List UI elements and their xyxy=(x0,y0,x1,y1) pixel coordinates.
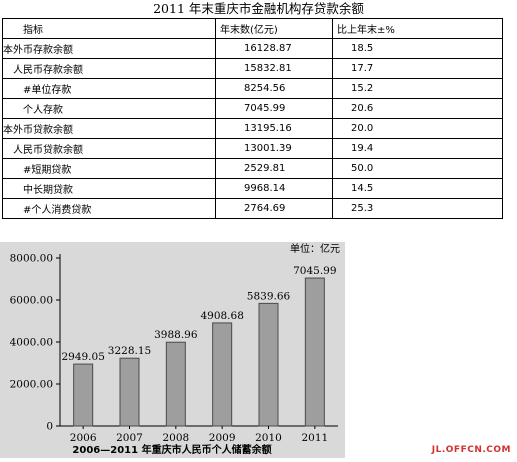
bar xyxy=(258,302,279,427)
chart-container: 0 2000.00 4000.00 6000.00 8000.00 单位：亿元 2949.0… xyxy=(0,242,345,458)
y-tick-label: 6000.00 xyxy=(10,295,53,307)
table-row: 人民币贷款余额 13001.39 19.4 xyxy=(2,138,503,159)
row-value: 9968.14 xyxy=(215,178,333,199)
row-label: 本外币贷款余额 xyxy=(2,118,216,139)
table-header-cell: 年末数(亿元) xyxy=(215,18,333,39)
bar xyxy=(165,341,186,427)
row-value: 16128.87 xyxy=(215,38,333,59)
row-change: 50.0 xyxy=(332,158,503,179)
x-tick-label: 2010 xyxy=(255,432,282,444)
table-row: 中长期贷款 9968.14 14.5 xyxy=(2,178,503,199)
row-value: 15832.81 xyxy=(215,58,333,79)
bar-value-label: 3228.15 xyxy=(108,345,151,357)
row-change: 20.6 xyxy=(332,98,503,119)
bar xyxy=(304,277,325,427)
watermark: JL.OFFCN.COM xyxy=(431,445,511,455)
row-value: 7045.99 xyxy=(215,98,333,119)
savings-bar-chart: 0 2000.00 4000.00 6000.00 8000.00 单位：亿元 2949.0… xyxy=(10,242,340,456)
y-tick-label: 2000.00 xyxy=(10,379,53,391)
table-header-cell: 比上年末±% xyxy=(332,18,503,39)
chart-unit-label: 单位：亿元 xyxy=(290,242,340,255)
row-change: 18.5 xyxy=(332,38,503,59)
x-tick-label: 2011 xyxy=(301,432,328,444)
row-label: 人民币存款余额 xyxy=(2,58,216,79)
x-tick-label: 2008 xyxy=(162,432,189,444)
bar-value-label: 3988.96 xyxy=(154,329,198,341)
row-change: 17.7 xyxy=(332,58,503,79)
deposit-loan-table: 指标 年末数(亿元) 比上年末±% 本外币存款余额 16128.87 18.5 人民币存款余… xyxy=(2,18,503,219)
x-tick-label: 2007 xyxy=(116,432,143,444)
row-value: 2529.81 xyxy=(215,158,333,179)
y-tick-label: 8000.00 xyxy=(10,253,53,265)
y-tick-label: 0 xyxy=(46,421,53,433)
row-label: #短期贷款 xyxy=(2,158,216,179)
bar xyxy=(119,357,140,427)
row-change: 14.5 xyxy=(332,178,503,199)
row-change: 20.0 xyxy=(332,118,503,139)
table-row: 本外币存款余额 16128.87 18.5 xyxy=(2,38,503,59)
table-row: #单位存款 8254.56 15.2 xyxy=(2,78,503,99)
row-value: 2764.69 xyxy=(215,198,333,219)
row-change: 25.3 xyxy=(332,198,503,219)
row-label: 中长期贷款 xyxy=(2,178,216,199)
table-row: #个人消费贷款 2764.69 25.3 xyxy=(2,198,503,219)
table-row: 本外币贷款余额 13195.16 20.0 xyxy=(2,118,503,139)
table-row: 个人存款 7045.99 20.6 xyxy=(2,98,503,119)
table-header-cell: 指标 xyxy=(2,18,216,39)
x-tick-label: 2006 xyxy=(70,432,97,444)
row-value: 8254.56 xyxy=(215,78,333,99)
x-tick-label: 2009 xyxy=(209,432,236,444)
row-change: 19.4 xyxy=(332,138,503,159)
document-title: 2011 年末重庆市金融机构存贷款余额 xyxy=(153,1,364,16)
chart-title: 2006—2011 年重庆市人民币个人储蓄余额 xyxy=(72,443,271,456)
row-label: #个人消费贷款 xyxy=(2,198,216,219)
y-tick-label: 4000.00 xyxy=(10,337,53,349)
table-row: 人民币存款余额 15832.81 17.7 xyxy=(2,58,503,79)
row-value: 13195.16 xyxy=(215,118,333,139)
bar-value-label: 7045.99 xyxy=(293,265,336,277)
table-row: #短期贷款 2529.81 50.0 xyxy=(2,158,503,179)
row-label: 人民币贷款余额 xyxy=(2,138,216,159)
bar-value-label: 2949.05 xyxy=(61,351,104,363)
bar-value-label: 4908.68 xyxy=(200,310,243,322)
row-value: 13001.39 xyxy=(215,138,333,159)
row-label: #单位存款 xyxy=(2,78,216,99)
row-change: 15.2 xyxy=(332,78,503,99)
bar xyxy=(212,322,233,427)
bar-value-label: 5839.66 xyxy=(247,290,291,302)
bar xyxy=(73,363,94,427)
row-label: 个人存款 xyxy=(2,98,216,119)
row-label: 本外币存款余额 xyxy=(2,38,216,59)
table-header-row: 指标 年末数(亿元) 比上年末±% xyxy=(2,18,503,39)
